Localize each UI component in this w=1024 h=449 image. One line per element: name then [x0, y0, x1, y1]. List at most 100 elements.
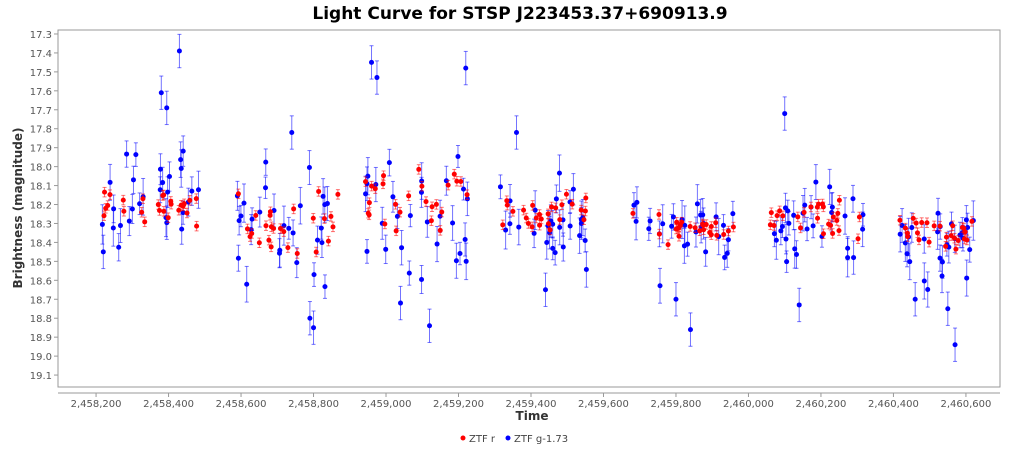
data-point: [454, 178, 460, 184]
data-point: [445, 182, 451, 188]
point-ztf-g: [463, 242, 469, 281]
data-point: [953, 246, 959, 252]
point-ztf-r: [416, 164, 422, 175]
data-point: [845, 245, 851, 251]
x-tick-label: 2,459,400: [506, 399, 557, 410]
data-point: [945, 306, 951, 312]
point-ztf-r: [969, 216, 975, 227]
data-point: [294, 260, 300, 266]
point-ztf-r: [325, 235, 331, 247]
data-point: [461, 186, 467, 192]
data-point: [897, 217, 903, 223]
point-ztf-r: [801, 207, 807, 218]
point-ztf-r: [363, 176, 369, 187]
data-point: [297, 203, 303, 209]
data-point: [307, 315, 313, 321]
point-ztf-r: [955, 235, 961, 246]
x-tick-label: 2,458,600: [216, 399, 267, 410]
data-point: [290, 230, 296, 236]
point-ztf-g: [176, 33, 182, 69]
point-ztf-r: [330, 221, 336, 233]
point-ztf-r: [569, 198, 575, 210]
data-point: [782, 111, 788, 117]
point-ztf-g: [322, 274, 328, 299]
point-ztf-r: [919, 217, 925, 228]
point-ztf-r: [545, 208, 551, 220]
point-ztf-r: [835, 208, 841, 219]
legend-label-g: ZTF g-1.73: [514, 434, 568, 445]
x-tick-label: 2,458,400: [143, 399, 194, 410]
data-point: [902, 225, 908, 231]
point-ztf-r: [697, 225, 703, 237]
data-point: [398, 300, 404, 306]
point-ztf-r: [725, 225, 731, 237]
point-ztf-g: [516, 208, 522, 246]
point-ztf-r: [335, 189, 341, 200]
point-ztf-r: [366, 197, 372, 208]
data-point: [657, 283, 663, 289]
y-tick-label: 19.1: [30, 371, 52, 382]
data-point: [390, 194, 396, 200]
x-tick-label: 2,459,800: [651, 399, 702, 410]
point-ztf-r: [926, 236, 932, 248]
data-point: [369, 183, 375, 189]
data-point: [708, 223, 714, 229]
data-point: [129, 206, 135, 212]
point-ztf-g: [851, 240, 857, 275]
point-ztf-r: [582, 205, 588, 217]
point-ztf-g: [792, 229, 798, 269]
data-point: [774, 213, 780, 219]
point-ztf-r: [381, 170, 387, 181]
point-ztf-g: [286, 216, 292, 240]
point-ztf-g: [660, 204, 666, 244]
data-point: [697, 228, 703, 234]
data-point: [530, 202, 536, 208]
x-tick-label: 2,460,600: [940, 399, 991, 410]
data-point: [121, 208, 127, 214]
y-tick-label: 17.3: [30, 30, 52, 41]
data-point: [316, 188, 322, 194]
point-ztf-r: [256, 237, 262, 249]
point-ztf-r: [419, 180, 425, 192]
data-point: [194, 223, 200, 229]
data-point: [836, 197, 842, 203]
data-point: [187, 197, 193, 203]
point-ztf-r: [291, 203, 297, 215]
point-ztf-r: [714, 230, 720, 241]
data-point: [842, 213, 848, 219]
point-ztf-r: [931, 220, 937, 232]
data-point: [267, 209, 273, 215]
point-ztf-r: [433, 199, 439, 210]
data-point: [285, 245, 291, 251]
data-point: [453, 258, 459, 264]
data-point: [126, 218, 132, 224]
point-ztf-g: [796, 287, 802, 323]
point-ztf-g: [238, 204, 244, 228]
data-point: [328, 213, 334, 219]
data-point: [581, 217, 587, 223]
data-point: [582, 208, 588, 214]
data-point: [560, 244, 566, 250]
y-axis-label: Brightness (magnitude): [11, 127, 25, 288]
point-ztf-g: [804, 216, 810, 242]
data-point: [386, 160, 392, 166]
data-point: [516, 224, 522, 230]
point-ztf-r: [510, 206, 516, 217]
data-point: [178, 202, 184, 208]
data-point: [937, 223, 943, 229]
data-point: [907, 259, 913, 265]
data-point: [545, 211, 551, 217]
legend-label-r: ZTF r: [469, 434, 496, 445]
data-point: [850, 196, 856, 202]
data-point: [504, 202, 510, 208]
point-ztf-g: [921, 224, 927, 254]
point-ztf-r: [529, 221, 535, 233]
point-ztf-r: [578, 204, 584, 216]
data-point: [771, 223, 777, 229]
data-point: [139, 209, 145, 215]
point-ztf-g: [195, 170, 201, 209]
data-point: [909, 225, 915, 231]
data-point: [313, 249, 319, 255]
x-tick-label: 2,460,000: [723, 399, 774, 410]
